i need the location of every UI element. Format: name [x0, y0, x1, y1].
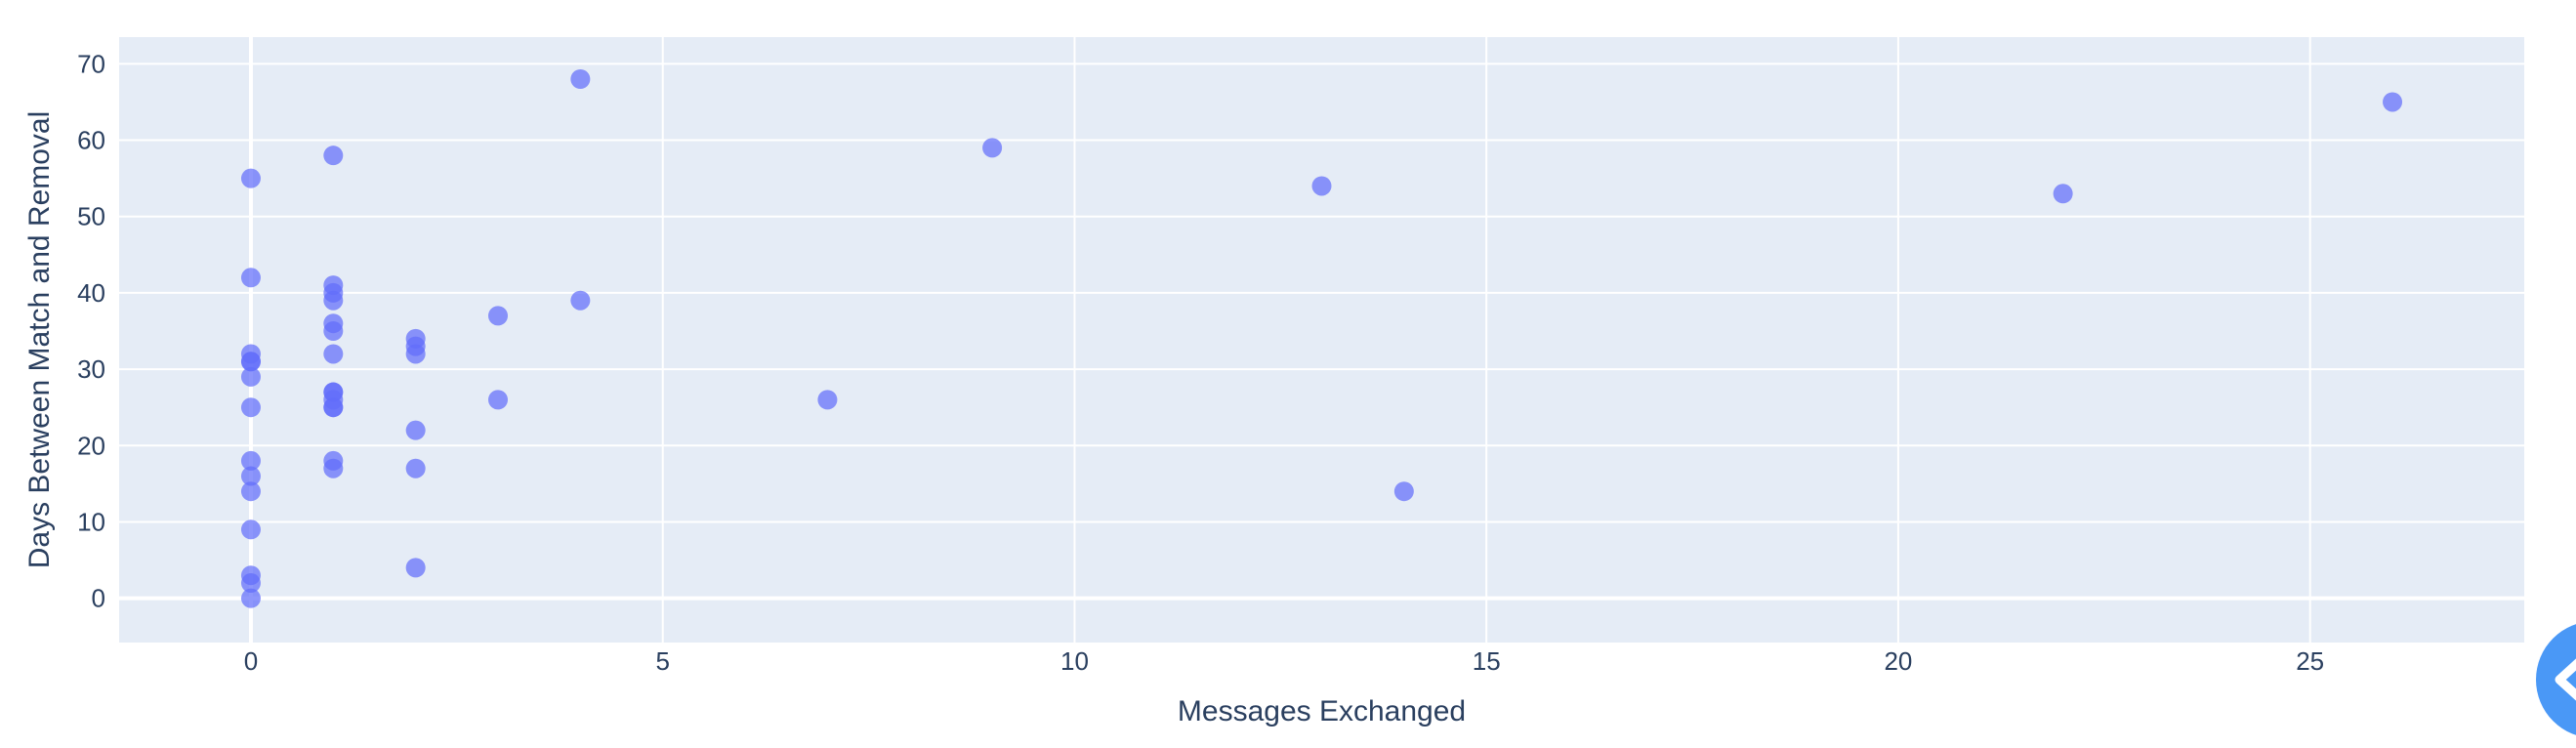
data-point[interactable] — [240, 366, 261, 387]
y-tick-label: 10 — [77, 507, 105, 536]
data-point[interactable] — [405, 344, 426, 364]
data-point[interactable] — [1311, 176, 1332, 196]
data-point[interactable] — [570, 290, 591, 311]
data-point[interactable] — [323, 397, 344, 418]
x-tick-label: 5 — [655, 646, 669, 676]
data-point[interactable] — [240, 168, 261, 188]
data-point[interactable] — [240, 588, 261, 608]
data-point[interactable] — [323, 321, 344, 342]
data-point[interactable] — [240, 481, 261, 502]
x-tick-label: 0 — [244, 646, 258, 676]
data-point[interactable] — [405, 420, 426, 440]
x-axis-ticks: 0 5 10 15 20 25 — [244, 646, 2324, 676]
data-point[interactable] — [817, 390, 838, 410]
x-tick-label: 25 — [2296, 646, 2324, 676]
plot-area — [119, 37, 2524, 643]
data-point[interactable] — [323, 458, 344, 478]
y-tick-label: 0 — [92, 584, 105, 613]
y-tick-label: 50 — [77, 202, 105, 231]
y-tick-label: 70 — [77, 49, 105, 78]
data-point[interactable] — [240, 519, 261, 540]
data-point[interactable] — [405, 458, 426, 478]
data-point[interactable] — [323, 290, 344, 311]
data-point[interactable] — [240, 352, 261, 372]
y-axis-ticks: 0 10 20 30 40 50 60 70 — [77, 49, 105, 612]
data-point[interactable] — [570, 69, 591, 90]
data-point[interactable] — [488, 306, 509, 326]
data-point[interactable] — [323, 145, 344, 166]
data-point[interactable] — [2053, 184, 2073, 204]
data-point[interactable] — [405, 558, 426, 578]
x-tick-label: 20 — [1884, 646, 1912, 676]
data-point[interactable] — [323, 344, 344, 364]
data-point[interactable] — [240, 450, 261, 471]
y-axis-title: Days Between Match and Removal — [23, 111, 56, 569]
data-point[interactable] — [240, 466, 261, 486]
data-point[interactable] — [1393, 481, 1414, 502]
data-point[interactable] — [982, 138, 1003, 158]
y-tick-label: 20 — [77, 431, 105, 460]
y-tick-label: 60 — [77, 126, 105, 155]
chevron-left-icon — [2555, 658, 2576, 701]
x-tick-label: 10 — [1060, 646, 1089, 676]
y-tick-label: 30 — [77, 354, 105, 384]
x-axis-title: Messages Exchanged — [1178, 695, 1466, 727]
data-point[interactable] — [2383, 92, 2403, 112]
data-point[interactable] — [240, 573, 261, 594]
data-points — [240, 69, 2403, 608]
gridlines — [119, 37, 2524, 643]
x-tick-label: 15 — [1473, 646, 1501, 676]
data-point[interactable] — [240, 397, 261, 418]
data-point[interactable] — [240, 268, 261, 288]
y-tick-label: 40 — [77, 278, 105, 308]
data-point[interactable] — [488, 390, 509, 410]
